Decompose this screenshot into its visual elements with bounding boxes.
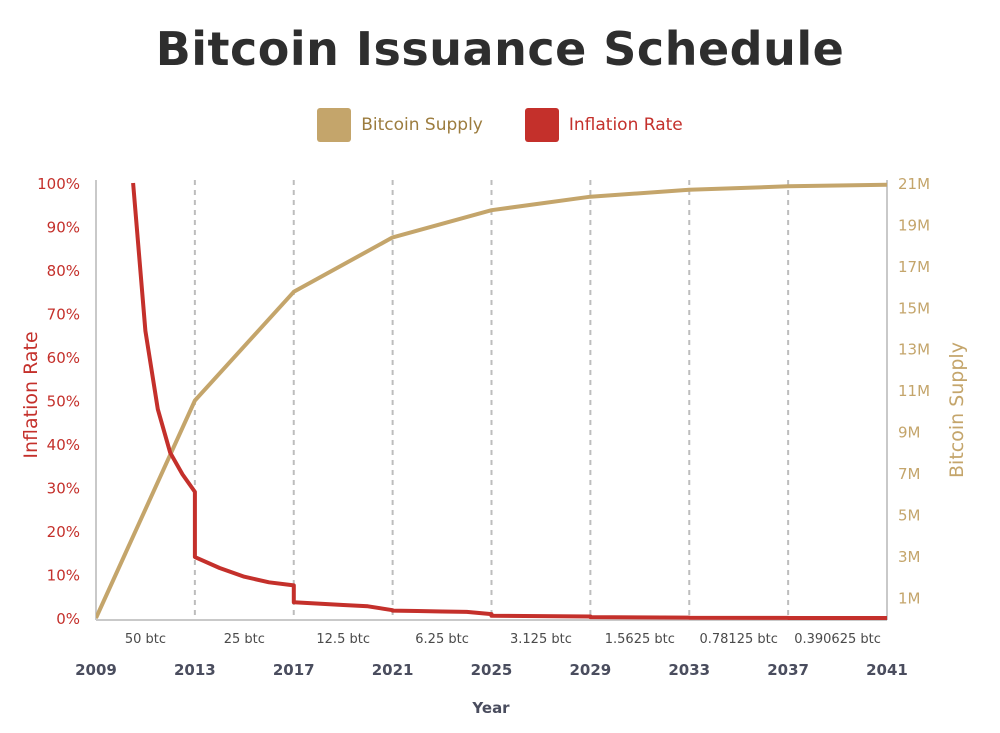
right-tick-label: 5M: [898, 506, 921, 524]
x-tick-label: 2037: [767, 661, 809, 679]
left-tick-label: 10%: [47, 567, 80, 585]
legend-swatch-inflation: [524, 108, 559, 142]
x-tick-label: 2025: [471, 661, 513, 679]
left-tick-label: 30%: [47, 480, 80, 498]
inflation-rate-line: [131, 182, 887, 620]
reward-label: 12.5 btc: [316, 632, 370, 647]
left-tick-label: 70%: [47, 306, 80, 324]
reward-label: 0.390625 btc: [794, 632, 881, 647]
legend-item-supply: Bitcoin Supply: [317, 108, 483, 142]
x-tick-label: 2033: [668, 661, 710, 679]
right-tick-label: 15M: [898, 299, 930, 317]
legend: Bitcoin Supply Inflation Rate: [0, 108, 1000, 142]
legend-item-inflation: Inflation Rate: [524, 108, 683, 142]
left-tick-label: 80%: [47, 262, 80, 280]
x-tick-label: 2021: [372, 661, 414, 679]
legend-swatch-supply: [317, 108, 352, 142]
reward-label: 6.25 btc: [415, 632, 469, 647]
right-tick-label: 7M: [898, 465, 921, 483]
right-axis-title: Bitcoin Supply: [946, 342, 968, 478]
right-tick-label: 19M: [898, 216, 930, 234]
left-tick-label: 60%: [47, 349, 80, 367]
right-tick-label: 3M: [898, 548, 921, 566]
reward-label: 0.78125 btc: [699, 632, 777, 647]
bitcoin-supply-line: [96, 182, 887, 619]
x-tick-label: 2013: [174, 661, 216, 679]
reward-label: 3.125 btc: [510, 632, 572, 647]
left-tick-label: 90%: [47, 219, 80, 237]
left-tick-label: 100%: [37, 175, 80, 193]
x-tick-label: 2029: [570, 661, 612, 679]
reward-label: 25 btc: [224, 632, 265, 647]
left-tick-label: 0%: [56, 610, 80, 628]
x-tick-label: 2009: [75, 661, 117, 679]
left-tick-label: 20%: [47, 523, 80, 541]
left-tick-label: 50%: [47, 393, 80, 411]
legend-label-supply: Bitcoin Supply: [361, 115, 483, 135]
left-axis-title: Inflation Rate: [20, 331, 42, 458]
legend-label-inflation: Inflation Rate: [568, 115, 683, 135]
right-tick-label: 9M: [898, 424, 921, 442]
left-tick-label: 40%: [47, 436, 80, 454]
reward-label: 50 btc: [125, 632, 166, 647]
right-tick-label: 13M: [898, 341, 930, 359]
right-tick-label: 1M: [898, 589, 921, 607]
x-tick-label: 2017: [273, 661, 315, 679]
right-tick-label: 17M: [898, 258, 930, 276]
chart-title: Bitcoin Issuance Schedule: [155, 22, 845, 76]
right-tick-label: 21M: [898, 175, 930, 193]
x-tick-label: 2041: [866, 661, 908, 679]
reward-label: 1.5625 btc: [605, 632, 675, 647]
x-axis-title: Year: [471, 699, 510, 717]
right-tick-label: 11M: [898, 382, 930, 400]
